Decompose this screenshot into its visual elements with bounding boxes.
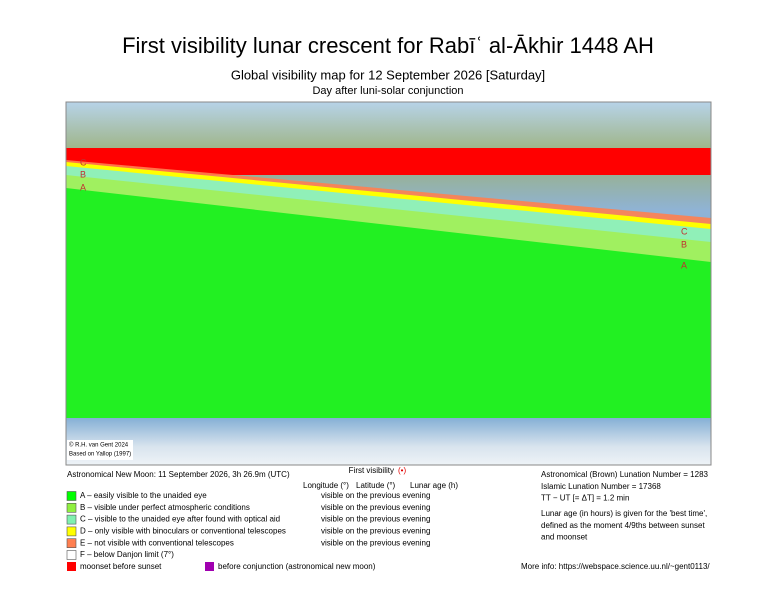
age-note: and moonset xyxy=(541,533,588,542)
legend-note: visible on the previous evening xyxy=(321,527,430,536)
legend-swatch xyxy=(66,526,77,537)
zone-a xyxy=(66,188,711,418)
legend-swatch xyxy=(205,562,214,571)
lunation-info: TT − UT [= ΔT] = 1.2 min xyxy=(541,494,629,503)
credit: Based on Yallop (1997) xyxy=(69,452,131,458)
zone-label: A xyxy=(681,260,687,270)
legend-swatch xyxy=(67,562,76,571)
legend-swatch xyxy=(66,538,77,549)
legend-swatch xyxy=(66,514,77,525)
legend-swatch xyxy=(66,550,77,560)
new-moon: Astronomical New Moon: 11 September 2026… xyxy=(67,470,290,479)
zone-label: B xyxy=(80,169,86,179)
zone-label: B xyxy=(681,239,687,249)
subtitle: Global visibility map for 12 September 2… xyxy=(231,67,545,82)
column-header: Longitude (°) xyxy=(303,481,349,490)
legend-note: visible on the previous evening xyxy=(321,503,430,512)
first-visibility-symbol: (•) xyxy=(398,466,406,475)
legend-note: visible on the previous evening xyxy=(321,515,430,524)
age-note: defined as the moment 4/9ths between sun… xyxy=(541,521,705,530)
legend-label: B – visible under perfect atmospheric co… xyxy=(80,503,250,512)
lunation-info: Islamic Lunation Number = 17368 xyxy=(541,482,661,491)
legend-note: visible on the previous evening xyxy=(321,538,430,547)
legend-swatch xyxy=(66,502,77,513)
legend-label: F – below Danjon limit (7°) xyxy=(80,550,174,559)
zone-label: C xyxy=(80,157,87,167)
age-note: Lunar age (in hours) is given for the 'b… xyxy=(541,509,707,518)
legend-swatch xyxy=(66,491,77,501)
legend-label: A – easily visible to the unaided eye xyxy=(80,491,207,500)
legend-label: C – visible to the unaided eye after fou… xyxy=(80,515,280,524)
zone-label: A xyxy=(80,182,86,192)
title: First visibility lunar crescent for Rabī… xyxy=(122,33,654,58)
credit: © R.H. van Gent 2024 xyxy=(69,442,129,449)
credit-box xyxy=(67,440,133,460)
first-visibility: First visibility xyxy=(349,466,394,475)
column-header: Latitude (°) xyxy=(356,481,396,490)
column-header: Lunar age (h) xyxy=(410,481,458,490)
subtitle-note: Day after luni-solar conjunction xyxy=(312,85,463,97)
legend-note: visible on the previous evening xyxy=(321,491,430,500)
legend-label: moonset before sunset xyxy=(80,562,162,571)
more-info: More info: https://webspace.science.uu.n… xyxy=(521,562,710,571)
lunation-info: Astronomical (Brown) Lunation Number = 1… xyxy=(541,470,709,479)
zone-label: C xyxy=(681,226,688,236)
legend-label: before conjunction (astronomical new moo… xyxy=(218,562,376,571)
map-frame xyxy=(65,101,712,466)
legend-label: D – only visible with binoculars or conv… xyxy=(80,527,286,536)
legend-label: E – not visible with conventional telesc… xyxy=(80,538,234,547)
map xyxy=(65,101,712,466)
